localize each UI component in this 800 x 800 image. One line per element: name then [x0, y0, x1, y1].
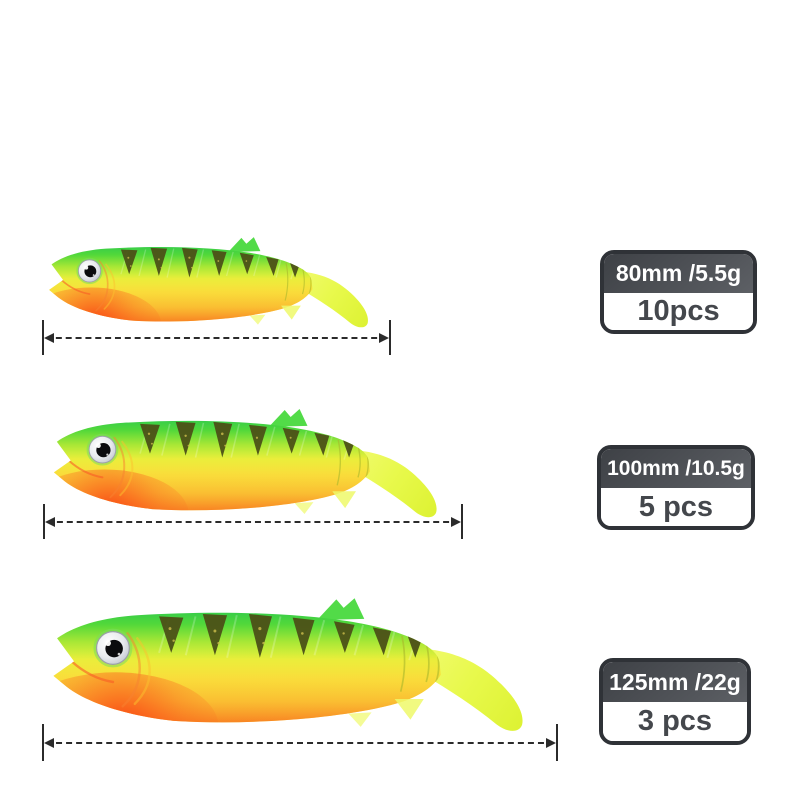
arrow-endbar-right: [461, 504, 463, 539]
arrowhead-right-icon: [379, 332, 389, 343]
length-arrow-100mm: [43, 504, 463, 539]
spec-card-125mm: 125mm /22g 3 pcs: [599, 658, 751, 745]
lure-photo-125mm: [40, 597, 555, 733]
arrow-endbar-right: [556, 724, 558, 761]
length-arrow-80mm: [42, 320, 391, 355]
arrow-endbar-right: [389, 320, 391, 355]
arrowhead-left-icon: [44, 332, 54, 343]
arrow-dashed-line: [47, 520, 459, 523]
arrowhead-right-icon: [546, 737, 556, 748]
lure-photo-100mm: [43, 408, 463, 519]
arrow-dashed-line: [46, 336, 387, 339]
spec-card-100mm: 100mm /10.5g 5 pcs: [597, 445, 755, 530]
arrow-dashed-line: [46, 741, 554, 744]
arrowhead-left-icon: [44, 737, 54, 748]
quantity-label: 10pcs: [604, 292, 753, 330]
length-arrow-125mm: [42, 724, 558, 761]
quantity-label: 5 pcs: [601, 488, 751, 526]
size-weight-label: 125mm /22g: [603, 662, 747, 703]
spec-card-80mm: 80mm /5.5g 10pcs: [600, 250, 757, 334]
arrowhead-left-icon: [45, 516, 55, 527]
arrow-endbar-left: [43, 504, 45, 539]
arrowhead-right-icon: [451, 516, 461, 527]
arrow-endbar-left: [42, 724, 44, 761]
size-weight-label: 80mm /5.5g: [604, 254, 753, 293]
quantity-label: 3 pcs: [603, 702, 747, 741]
lure-photo-80mm: [40, 236, 390, 329]
size-weight-label: 100mm /10.5g: [601, 449, 751, 489]
arrow-endbar-left: [42, 320, 44, 355]
